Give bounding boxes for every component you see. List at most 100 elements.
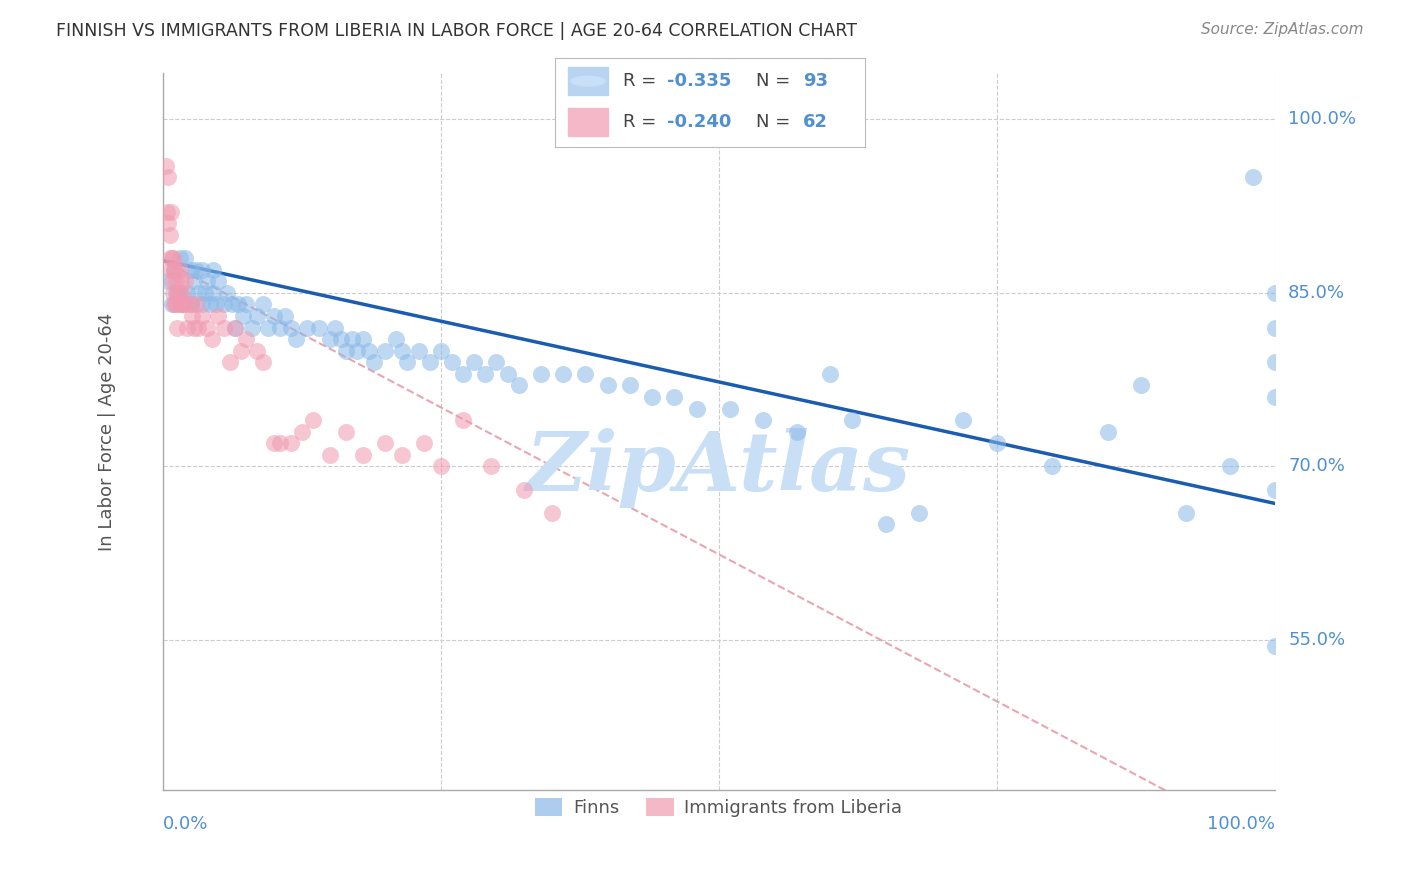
- Point: [463, 355, 485, 369]
- Point: [187, 320, 209, 334]
- Point: [172, 297, 194, 311]
- Point: [166, 285, 188, 300]
- Point: [263, 309, 285, 323]
- Text: -0.240: -0.240: [666, 113, 731, 131]
- Point: [176, 285, 198, 300]
- Point: [335, 343, 357, 358]
- Text: FINNISH VS IMMIGRANTS FROM LIBERIA IN LABOR FORCE | AGE 20-64 CORRELATION CHART: FINNISH VS IMMIGRANTS FROM LIBERIA IN LA…: [56, 22, 858, 40]
- Point: [174, 251, 197, 265]
- Point: [169, 251, 191, 265]
- Point: [1097, 425, 1119, 439]
- Point: [596, 378, 619, 392]
- Point: [263, 436, 285, 450]
- Point: [252, 355, 274, 369]
- Point: [752, 413, 775, 427]
- Point: [246, 309, 269, 323]
- Point: [162, 251, 184, 265]
- Text: 93: 93: [803, 72, 828, 90]
- Point: [391, 343, 413, 358]
- Point: [224, 320, 246, 334]
- Point: [274, 309, 297, 323]
- Point: [302, 413, 325, 427]
- Point: [485, 355, 508, 369]
- Point: [908, 506, 931, 520]
- Point: [157, 170, 180, 185]
- Point: [183, 274, 205, 288]
- Point: [280, 436, 302, 450]
- Point: [201, 285, 224, 300]
- Point: [174, 297, 197, 311]
- Point: [1219, 459, 1241, 474]
- Point: [297, 320, 319, 334]
- Point: [685, 401, 707, 416]
- Point: [574, 367, 596, 381]
- FancyBboxPatch shape: [568, 67, 607, 95]
- Point: [159, 204, 181, 219]
- Point: [718, 401, 741, 416]
- Point: [163, 262, 186, 277]
- Point: [269, 320, 291, 334]
- Point: [160, 274, 183, 288]
- Point: [165, 297, 187, 311]
- Point: [986, 436, 1008, 450]
- Point: [1264, 483, 1286, 497]
- Text: 0.0%: 0.0%: [163, 815, 208, 833]
- Point: [440, 355, 463, 369]
- Point: [169, 285, 191, 300]
- Text: 100.0%: 100.0%: [1288, 111, 1357, 128]
- Point: [165, 274, 187, 288]
- Text: -0.335: -0.335: [666, 72, 731, 90]
- Point: [212, 320, 235, 334]
- Point: [165, 262, 187, 277]
- Point: [160, 297, 183, 311]
- Point: [186, 297, 208, 311]
- Point: [155, 159, 177, 173]
- Point: [818, 367, 841, 381]
- Point: [513, 483, 536, 497]
- Text: ZipAtlas: ZipAtlas: [526, 427, 911, 508]
- Point: [169, 262, 191, 277]
- Point: [157, 216, 180, 230]
- Point: [205, 297, 228, 311]
- Point: [195, 320, 218, 334]
- Point: [207, 309, 229, 323]
- Point: [664, 390, 686, 404]
- Point: [841, 413, 863, 427]
- Point: [357, 343, 380, 358]
- Point: [174, 274, 197, 288]
- Point: [291, 425, 314, 439]
- Point: [235, 297, 257, 311]
- Point: [408, 343, 430, 358]
- Point: [186, 262, 208, 277]
- Point: [167, 285, 190, 300]
- Point: [641, 390, 664, 404]
- Point: [430, 459, 453, 474]
- Point: [228, 297, 250, 311]
- Point: [413, 436, 436, 450]
- Point: [169, 274, 191, 288]
- Point: [169, 297, 191, 311]
- Point: [875, 517, 897, 532]
- Text: R =: R =: [623, 113, 662, 131]
- Point: [340, 332, 363, 346]
- Text: 100.0%: 100.0%: [1206, 815, 1275, 833]
- Text: 55.0%: 55.0%: [1288, 631, 1346, 649]
- Point: [180, 309, 202, 323]
- Point: [374, 343, 396, 358]
- Point: [240, 320, 263, 334]
- Point: [163, 262, 186, 277]
- Point: [530, 367, 553, 381]
- Legend: Finns, Immigrants from Liberia: Finns, Immigrants from Liberia: [529, 790, 910, 824]
- Point: [451, 367, 474, 381]
- Point: [374, 436, 396, 450]
- Point: [352, 332, 374, 346]
- Point: [246, 343, 269, 358]
- Point: [212, 297, 235, 311]
- Point: [229, 343, 252, 358]
- Point: [619, 378, 641, 392]
- Point: [1264, 355, 1286, 369]
- Point: [1264, 320, 1286, 334]
- Point: [474, 367, 496, 381]
- Text: N =: N =: [756, 72, 796, 90]
- Text: In Labor Force | Age 20-64: In Labor Force | Age 20-64: [98, 312, 117, 550]
